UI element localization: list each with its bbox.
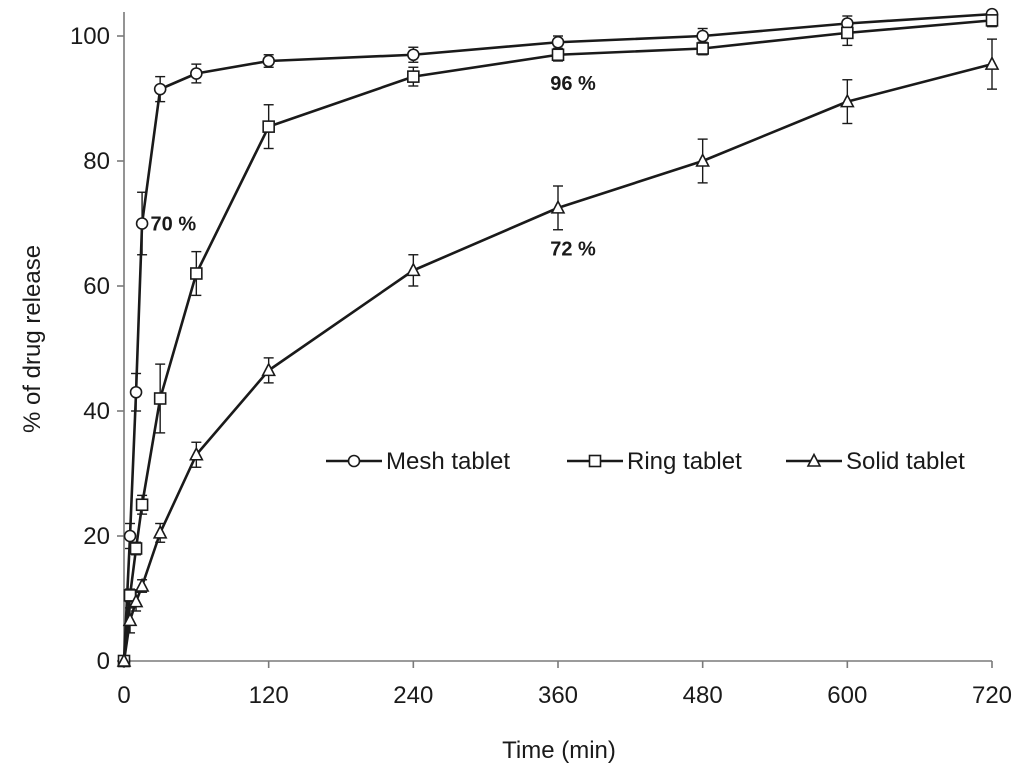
ring-tablet-point	[190, 267, 203, 280]
annotation-label: 96 %	[550, 73, 596, 95]
solid-tablet-point	[134, 577, 150, 592]
series-markers	[116, 7, 1000, 668]
legend-ring-tablet-marker	[588, 454, 602, 468]
mesh-tablet-point	[551, 35, 565, 49]
x-tick-label: 720	[972, 682, 1012, 709]
mesh-tablet-point	[262, 54, 275, 68]
annotations: 70 % 96 % 72 %	[151, 73, 596, 261]
ring-tablet-point	[262, 120, 275, 133]
legend-solid-tablet-marker	[806, 452, 822, 467]
annotation-label: 70 %	[151, 214, 197, 236]
y-tick-label: 80	[83, 148, 110, 175]
legend-ring-tablet-label: Ring tablet	[627, 448, 742, 475]
x-tick-label: 120	[249, 682, 289, 709]
x-tick-label: 240	[393, 682, 433, 709]
solid-tablet-point	[128, 593, 144, 608]
solid-tablet-point	[116, 652, 132, 667]
mesh-tablet-point	[190, 67, 203, 80]
legend-solid-tablet-label: Solid tablet	[846, 448, 965, 475]
solid-tablet-point	[840, 93, 855, 108]
solid-tablet-point	[152, 524, 168, 539]
legend-mesh-tablet-label: Mesh tablet	[386, 448, 510, 475]
error-bars	[125, 10, 997, 634]
y-tick-label: 20	[83, 523, 110, 550]
solid-tablet-point	[261, 362, 276, 377]
y-tick-label: 100	[70, 23, 110, 50]
annotation-label: 72 %	[550, 239, 596, 261]
y-axis-title: % of drug release	[19, 245, 46, 433]
axes: 0 20 40 60 80 100 0 120 240 360 480 600 720	[70, 12, 1012, 709]
y-tick-label: 40	[83, 398, 110, 425]
ring-tablet-line	[122, 19, 993, 662]
ring-tablet-point	[407, 70, 420, 83]
mesh-tablet-point	[153, 82, 167, 96]
x-tick-label: 360	[538, 682, 578, 709]
solid-tablet-point	[406, 262, 421, 277]
solid-tablet-point	[984, 55, 1000, 70]
mesh-tablet-point	[696, 29, 709, 43]
y-tick-label: 60	[83, 273, 110, 300]
ring-tablet-point	[135, 498, 149, 512]
ring-tablet-point	[696, 42, 709, 55]
solid-tablet-point	[695, 152, 710, 167]
x-tick-label: 480	[683, 682, 723, 709]
mesh-tablet-line	[122, 12, 993, 662]
ring-tablet-point	[153, 392, 167, 405]
ring-tablet-point	[129, 542, 143, 555]
mesh-tablet-point	[407, 48, 420, 62]
solid-tablet-point	[550, 199, 566, 214]
legend: Mesh tablet Ring tablet Solid tablet	[326, 448, 965, 475]
ring-tablet-point	[985, 14, 999, 27]
y-tick-label: 0	[97, 648, 110, 675]
mesh-tablet-point	[135, 217, 149, 230]
x-axis-title: Time (min)	[502, 737, 616, 764]
ring-tablet-point	[841, 26, 854, 40]
series-lines	[122, 12, 993, 662]
x-tick-label: 600	[827, 682, 867, 709]
mesh-tablet-point	[123, 529, 137, 543]
solid-tablet-point	[122, 612, 138, 627]
solid-tablet-point	[189, 446, 204, 461]
legend-mesh-tablet-marker	[347, 454, 361, 468]
x-tick-label: 0	[117, 682, 130, 709]
ring-tablet-point	[551, 48, 565, 62]
mesh-tablet-point	[129, 385, 143, 399]
